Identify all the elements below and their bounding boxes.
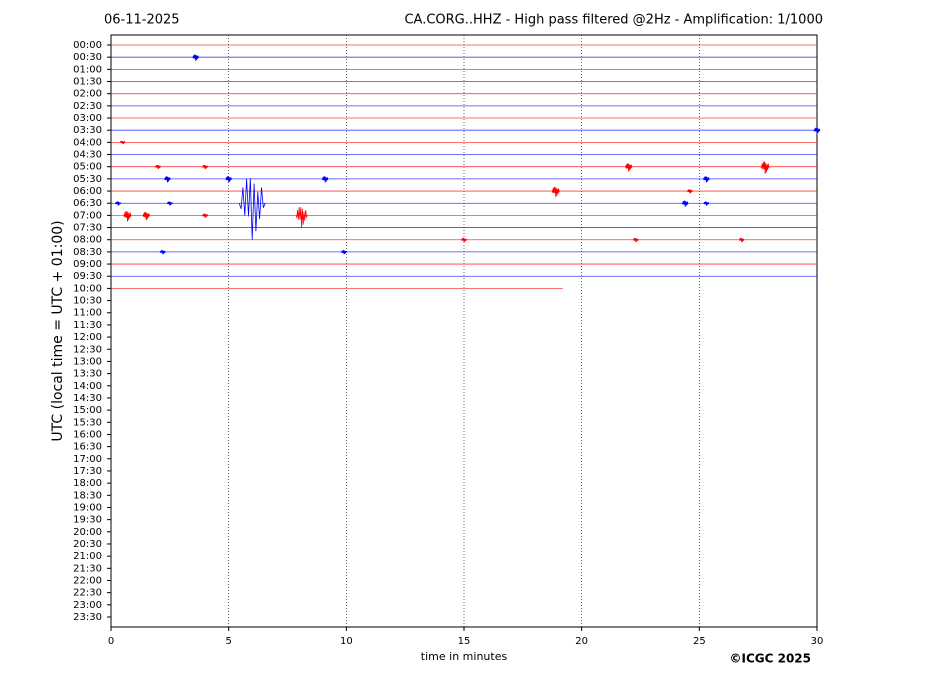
y-tick-label: 18:30 [73, 490, 102, 501]
y-tick-label: 04:00 [73, 137, 102, 148]
y-tick-label: 07:00 [73, 210, 102, 221]
y-tick-label: 12:00 [73, 332, 102, 343]
y-axis-label: UTC (local time = UTC + 01:00) [50, 220, 66, 441]
y-tick-label: 17:30 [73, 466, 102, 477]
y-tick-label: 02:00 [73, 89, 102, 100]
y-tick-label: 19:30 [73, 515, 102, 526]
y-tick-label: 15:00 [73, 405, 102, 416]
event [760, 161, 770, 175]
y-tick-label: 08:00 [73, 235, 102, 246]
y-tick-label: 16:30 [73, 442, 102, 453]
y-tick-label: 03:00 [73, 113, 102, 124]
y-tick-label: 10:30 [73, 296, 102, 307]
event [321, 176, 329, 183]
y-tick-label: 21:30 [73, 563, 102, 574]
event [632, 238, 639, 243]
y-tick-label: 17:00 [73, 454, 102, 465]
event [681, 200, 689, 207]
y-tick-label: 00:00 [73, 40, 102, 51]
x-tick-label: 5 [225, 636, 231, 647]
y-tick-label: 09:30 [73, 271, 102, 282]
y-tick-label: 13:00 [73, 356, 102, 367]
y-tick-label: 23:00 [73, 600, 102, 611]
y-tick-label: 06:30 [73, 198, 102, 209]
x-tick-label: 0 [108, 636, 114, 647]
x-axis-label: time in minutes [421, 650, 508, 663]
y-tick-label: 06:00 [73, 186, 102, 197]
event [155, 164, 162, 170]
event [202, 213, 209, 218]
event [813, 127, 821, 134]
x-tick-label: 20 [575, 636, 588, 647]
chart-title: CA.CORG..HHZ - High pass filtered @2Hz -… [404, 13, 823, 28]
event [192, 54, 200, 61]
y-tick-label: 07:30 [73, 223, 102, 234]
y-tick-label: 11:30 [73, 320, 102, 331]
event [461, 238, 467, 243]
y-tick-label: 15:30 [73, 417, 102, 428]
y-tick-label: 23:30 [73, 612, 102, 623]
y-tick-label: 10:00 [73, 283, 102, 294]
y-tick-label: 14:30 [73, 393, 102, 404]
x-tick-label: 15 [458, 636, 471, 647]
y-tick-label: 04:30 [73, 150, 102, 161]
y-tick-label: 14:00 [73, 381, 102, 392]
x-tick-label: 30 [811, 636, 824, 647]
event [142, 212, 151, 221]
event [202, 164, 209, 170]
event [295, 207, 308, 228]
event [738, 238, 745, 243]
event [164, 176, 171, 183]
y-tick-label: 02:30 [73, 101, 102, 112]
event [703, 201, 710, 206]
event [551, 186, 560, 198]
event [686, 189, 693, 194]
event [166, 201, 173, 206]
event [115, 201, 122, 206]
y-tick-label: 21:00 [73, 551, 102, 562]
y-tick-label: 20:30 [73, 539, 102, 550]
y-tick-label: 08:30 [73, 247, 102, 258]
y-tick-label: 20:00 [73, 527, 102, 538]
event [123, 211, 132, 222]
event [120, 140, 126, 145]
event [624, 163, 633, 172]
credit: ©ICGC 2025 [729, 652, 811, 666]
y-tick-label: 01:30 [73, 77, 102, 88]
plot-frame [110, 34, 818, 628]
y-tick-label: 00:30 [73, 52, 102, 63]
chart-date: 06-11-2025 [104, 13, 180, 28]
y-tick-label: 05:30 [73, 174, 102, 185]
y-tick-label: 16:00 [73, 429, 102, 440]
y-tick-label: 01:00 [73, 64, 102, 75]
y-tick-label: 13:30 [73, 369, 102, 380]
y-tick-label: 22:30 [73, 588, 102, 599]
y-tick-label: 11:00 [73, 308, 102, 319]
y-tick-label: 12:30 [73, 344, 102, 355]
y-tick-label: 03:30 [73, 125, 102, 136]
event [340, 250, 347, 255]
y-tick-label: 05:00 [73, 162, 102, 173]
x-tick-label: 25 [693, 636, 706, 647]
event [225, 176, 233, 183]
event [238, 178, 266, 240]
y-tick-label: 18:00 [73, 478, 102, 489]
y-tick-label: 09:00 [73, 259, 102, 270]
event [702, 176, 710, 183]
event [159, 250, 166, 255]
y-tick-label: 22:00 [73, 575, 102, 586]
x-tick-label: 10 [340, 636, 353, 647]
y-tick-label: 19:00 [73, 502, 102, 513]
